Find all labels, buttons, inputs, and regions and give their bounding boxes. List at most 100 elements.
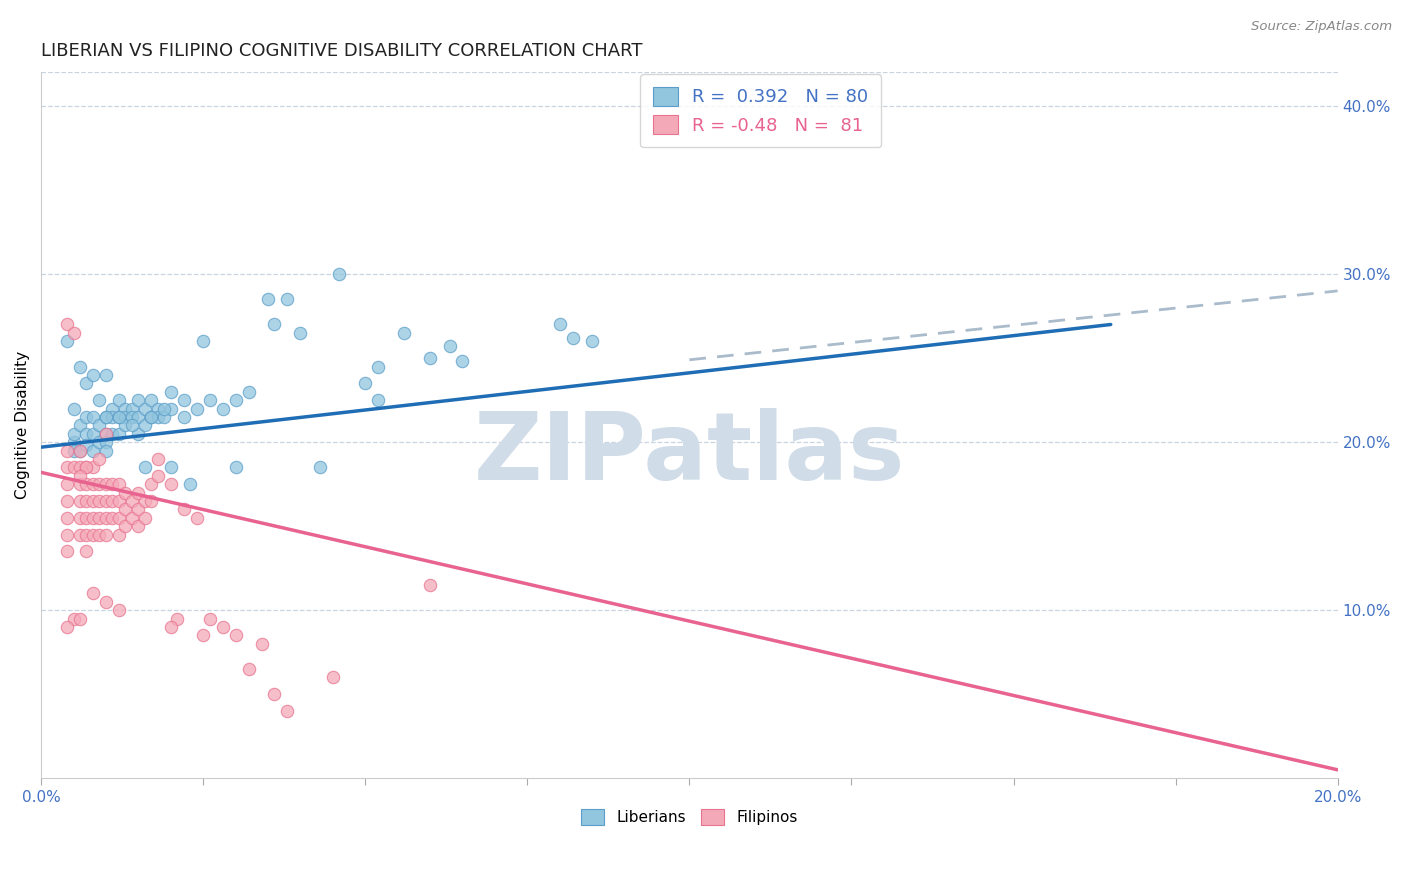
Point [89,527,111,541]
Point [82,494,104,508]
Point [108,409,131,424]
Point [56,494,79,508]
Legend: Liberians, Filipinos: Liberians, Filipinos [572,800,807,834]
Point [76,544,98,558]
Point [198,611,221,625]
Point [82,409,104,424]
Point [127,485,149,500]
Point [76,494,98,508]
Point [108,426,131,441]
Point [238,662,260,676]
Point [94,368,117,382]
Point [56,477,79,491]
Point [159,384,181,399]
Point [108,494,131,508]
Point [101,477,124,491]
Point [82,586,104,600]
Point [225,460,247,475]
Point [146,468,169,483]
Point [76,510,98,524]
Point [114,502,136,516]
Point [69,494,91,508]
Point [276,704,298,718]
Point [69,527,91,541]
Point [56,334,79,349]
Point [89,418,111,433]
Point [179,477,201,491]
Point [82,460,104,475]
Point [56,510,79,524]
Point [290,326,312,340]
Point [89,494,111,508]
Y-axis label: Cognitive Disability: Cognitive Disability [15,351,30,500]
Point [94,426,117,441]
Point [108,393,131,408]
Text: ZIPatlas: ZIPatlas [474,408,905,500]
Point [186,401,208,416]
Point [94,426,117,441]
Point [134,418,156,433]
Point [56,620,79,634]
Point [308,460,330,475]
Point [153,401,176,416]
Point [62,460,84,475]
Point [146,409,169,424]
Point [94,595,117,609]
Point [94,443,117,458]
Point [56,460,79,475]
Point [108,603,131,617]
Point [211,620,233,634]
Point [62,611,84,625]
Point [439,339,461,353]
Point [94,494,117,508]
Point [56,318,79,332]
Point [328,267,350,281]
Point [76,376,98,391]
Point [94,409,117,424]
Point [114,418,136,433]
Point [101,494,124,508]
Point [114,409,136,424]
Point [322,670,344,684]
Point [69,443,91,458]
Point [173,409,195,424]
Point [82,477,104,491]
Point [548,318,571,332]
Point [89,452,111,467]
Point [121,494,143,508]
Point [354,376,377,391]
Point [166,611,188,625]
Point [225,628,247,642]
Point [69,443,91,458]
Point [108,510,131,524]
Point [108,477,131,491]
Text: LIBERIAN VS FILIPINO COGNITIVE DISABILITY CORRELATION CHART: LIBERIAN VS FILIPINO COGNITIVE DISABILIT… [41,42,643,60]
Point [276,293,298,307]
Point [367,393,389,408]
Point [419,351,441,365]
Point [141,409,163,424]
Point [146,452,169,467]
Point [76,438,98,452]
Point [173,393,195,408]
Point [69,359,91,374]
Point [89,435,111,450]
Point [62,401,84,416]
Point [238,384,260,399]
Point [89,393,111,408]
Point [69,418,91,433]
Point [581,334,603,349]
Point [82,443,104,458]
Point [82,368,104,382]
Point [56,544,79,558]
Point [257,293,280,307]
Point [76,460,98,475]
Point [127,409,149,424]
Point [127,519,149,533]
Point [76,527,98,541]
Point [561,331,583,345]
Point [173,502,195,516]
Point [101,401,124,416]
Point [211,401,233,416]
Point [263,318,285,332]
